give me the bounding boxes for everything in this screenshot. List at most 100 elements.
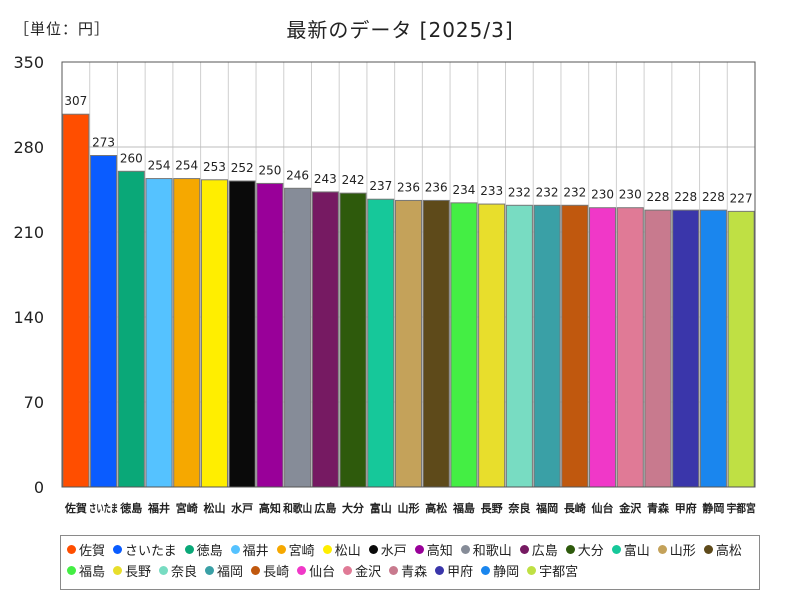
bar: [422, 199, 450, 488]
data-label: 254: [175, 159, 198, 173]
legend-label: 福井: [242, 544, 269, 559]
legend-label: 福岡: [217, 565, 244, 580]
data-label: 236: [397, 180, 420, 194]
bar: [478, 203, 506, 488]
x-tick-label: 富山: [370, 501, 392, 515]
y-tick-label: 70: [24, 393, 44, 412]
bar: [644, 209, 672, 488]
bar: [367, 198, 395, 488]
x-tick-label: 広島: [314, 501, 336, 515]
legend-item: 長崎: [251, 562, 290, 580]
legend-label: 富山: [623, 544, 650, 559]
bar: [228, 180, 256, 488]
data-label: 230: [619, 188, 642, 202]
bar: [589, 207, 617, 488]
legend-item: 松山: [322, 541, 361, 559]
legend-label: 山形: [669, 544, 696, 559]
data-label: 252: [231, 161, 254, 175]
x-tick-label: 佐賀: [64, 501, 87, 515]
legend-swatch: [276, 545, 286, 554]
legend-swatch: [703, 545, 713, 554]
x-tick-label: 青森: [647, 501, 670, 515]
legend-item: 青森: [389, 562, 427, 580]
data-label: 227: [730, 191, 753, 205]
x-tick-label: 松山: [203, 501, 225, 515]
bar: [145, 178, 173, 488]
bar: [450, 202, 478, 488]
bar: [90, 155, 118, 488]
x-tick-label: 宮崎: [176, 501, 198, 515]
data-label: 273: [92, 136, 115, 150]
legend-item: 高松: [703, 541, 742, 559]
legend-label: 宇都宮: [539, 565, 579, 580]
chart-title: 最新のデータ [2025/3]: [286, 18, 514, 42]
data-label: 253: [203, 160, 226, 174]
legend-item: 宇都宮: [527, 562, 579, 580]
legend-label: 長崎: [263, 565, 290, 580]
legend-item: 富山: [611, 541, 650, 559]
legend-label: 水戸: [380, 544, 407, 559]
legend-swatch: [322, 545, 332, 554]
legend-swatch: [205, 566, 215, 575]
legend-item: 宮崎: [276, 541, 315, 559]
data-label: 243: [314, 172, 337, 186]
x-tick-label: 長野: [481, 502, 503, 515]
data-label: 228: [674, 190, 697, 204]
y-tick-label: 350: [13, 53, 44, 72]
y-tick-label: 0: [34, 478, 44, 497]
legend-label: 長野: [125, 565, 152, 580]
legend-item: 福岡: [205, 562, 244, 580]
legend-label: 広島: [531, 544, 558, 559]
legend-label: 高知: [426, 544, 453, 559]
legend-label: 甲府: [447, 565, 474, 580]
data-label: 234: [452, 183, 475, 197]
x-tick-label: 高松: [425, 501, 447, 515]
x-tick-label: 金沢: [618, 501, 642, 515]
legend-label: 仙台: [309, 565, 336, 580]
legend-item: 長野: [113, 562, 152, 580]
legend-item: 大分: [565, 541, 604, 559]
legend-label: 松山: [334, 544, 361, 559]
legend-item: 仙台: [297, 562, 336, 580]
bar: [256, 182, 284, 488]
data-label: 232: [563, 185, 586, 199]
data-label: 236: [425, 180, 448, 194]
legend-label: 静岡: [493, 565, 520, 580]
data-label: 232: [508, 185, 531, 199]
legend-swatch: [389, 566, 399, 575]
legend-item: 水戸: [368, 541, 407, 559]
legend-swatch: [184, 545, 194, 554]
x-tick-label: 仙台: [592, 501, 614, 515]
data-label: 250: [258, 163, 281, 177]
x-tick-label: 山形: [398, 501, 420, 515]
bar: [311, 191, 339, 488]
y-tick-label: 210: [13, 223, 44, 242]
legend-item: さいたま: [113, 541, 177, 559]
bar: [62, 113, 90, 488]
x-tick-label: 水戸: [231, 501, 253, 515]
bar: [533, 204, 561, 488]
y-tick-label: 140: [13, 308, 44, 327]
legend-item: 金沢: [343, 562, 382, 580]
legend-label: 高松: [715, 544, 742, 559]
legend-label: 金沢: [355, 565, 382, 580]
bar: [284, 187, 312, 488]
legend-swatch: [297, 566, 307, 575]
bar: [727, 210, 755, 488]
x-tick-label: 静岡: [702, 501, 724, 515]
legend-swatch: [519, 545, 529, 554]
unit-label: ［単位：円］: [14, 20, 111, 38]
legend-item: 徳島: [184, 541, 223, 559]
x-tick-label: 和歌山: [283, 501, 312, 515]
legend-item: 佐賀: [67, 541, 105, 559]
legend-swatch: [113, 566, 123, 575]
legend-label: 和歌山: [472, 544, 512, 559]
legend-swatch: [435, 566, 445, 575]
bar: [200, 179, 228, 488]
legend-item: 和歌山: [460, 541, 512, 559]
bar: [117, 170, 145, 488]
legend-item: 福島: [67, 562, 105, 580]
data-label: 233: [480, 184, 503, 198]
bar: [672, 209, 700, 488]
